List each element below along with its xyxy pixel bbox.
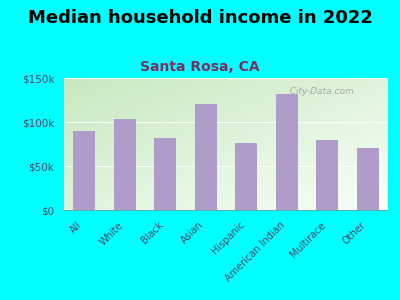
- Text: City-Data.com: City-Data.com: [284, 87, 354, 96]
- Bar: [357, 148, 379, 210]
- Bar: [114, 119, 136, 210]
- Bar: [316, 140, 338, 210]
- Bar: [195, 104, 217, 210]
- Bar: [154, 138, 176, 210]
- Bar: [276, 94, 298, 210]
- Text: Santa Rosa, CA: Santa Rosa, CA: [140, 60, 260, 74]
- Bar: [73, 131, 95, 210]
- Bar: [235, 143, 257, 210]
- Text: Median household income in 2022: Median household income in 2022: [28, 9, 372, 27]
